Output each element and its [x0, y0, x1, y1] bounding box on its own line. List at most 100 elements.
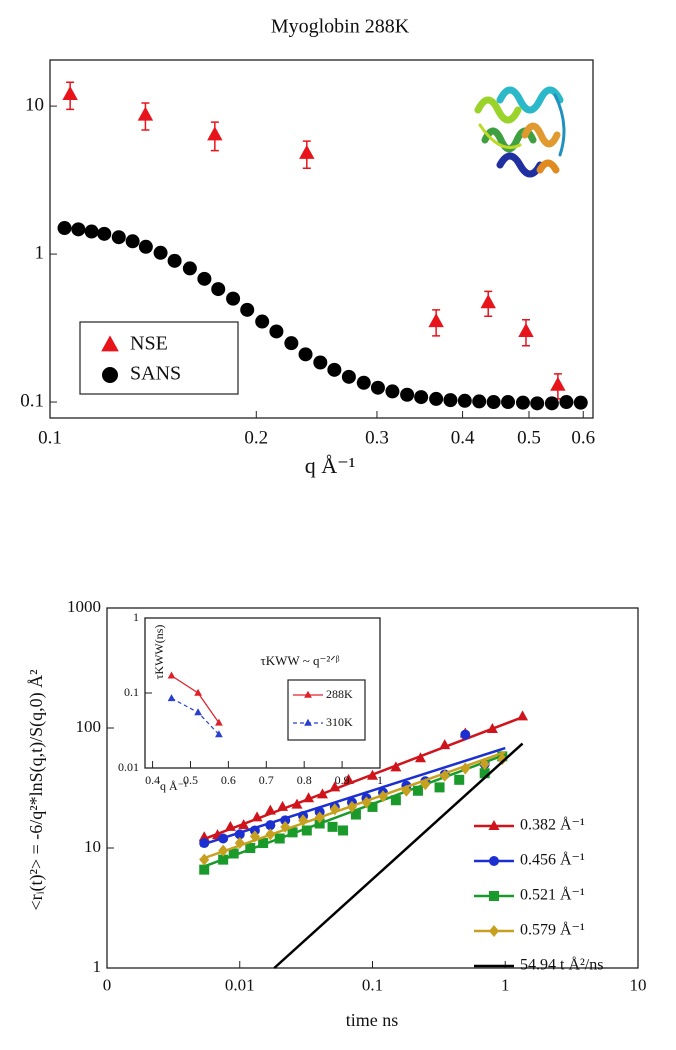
protein-structure [474, 86, 566, 178]
marker [327, 362, 342, 377]
marker [138, 239, 153, 254]
marker [443, 393, 458, 408]
legend-label: 0.456 Å⁻¹ [520, 851, 585, 869]
x-tick-label: 0.8 [297, 773, 312, 787]
y-tick-label: 1000 [67, 597, 101, 616]
marker [429, 391, 444, 406]
marker [234, 829, 245, 840]
x-tick-label: 0.1 [362, 976, 383, 995]
legend-label: 54.94 t Å²/ns [520, 956, 603, 974]
marker [255, 314, 270, 329]
y-tick-label: 1 [133, 610, 139, 624]
marker [454, 774, 465, 785]
x-axis-label: q Å⁻¹ [160, 779, 188, 793]
marker [240, 302, 255, 317]
marker [350, 809, 361, 820]
marker [401, 784, 412, 797]
marker [559, 395, 574, 410]
marker [226, 291, 241, 306]
marker [439, 769, 450, 782]
marker [343, 773, 355, 784]
marker [218, 844, 229, 857]
marker [415, 752, 427, 763]
marker [280, 820, 291, 833]
y-axis-label: τKWW(ns) [152, 625, 166, 680]
marker [367, 769, 378, 780]
marker [245, 843, 256, 853]
marker [291, 798, 303, 809]
marker [57, 221, 72, 236]
marker [515, 395, 530, 410]
marker [137, 106, 154, 121]
marker [167, 253, 182, 268]
marker [434, 782, 445, 793]
marker [97, 226, 112, 241]
marker [457, 393, 472, 408]
y-axis-label: <rᵢ(t)²> = -6/q²*lnS(q,t)/S(q,0) Å² [26, 669, 47, 910]
marker [400, 387, 415, 402]
marker [338, 825, 349, 836]
marker [329, 803, 340, 816]
legend-label: 0.382 Å⁻¹ [520, 816, 585, 834]
legend-label: 0.579 Å⁻¹ [520, 921, 585, 939]
marker [167, 671, 176, 679]
y-tick-label: 10 [25, 94, 44, 115]
marker [215, 730, 223, 738]
marker [341, 369, 356, 384]
marker [385, 384, 400, 399]
legend-marker [489, 891, 499, 901]
marker [298, 347, 313, 362]
marker [501, 395, 516, 410]
legend-marker [304, 690, 312, 698]
marker [277, 800, 289, 811]
marker [361, 796, 372, 809]
marker [573, 395, 588, 410]
marker [479, 758, 490, 771]
marker [378, 790, 389, 803]
marker [194, 688, 202, 696]
x-tick-label: 1 [501, 976, 510, 995]
x-tick-label: 0.5 [183, 773, 198, 787]
x-tick-label: 0.2 [244, 427, 268, 448]
x-tick-label: 0.4 [145, 773, 160, 787]
marker [390, 795, 401, 806]
x-axis-label: q Å⁻¹ [305, 453, 356, 478]
marker [264, 804, 276, 815]
marker [497, 753, 508, 766]
marker [280, 815, 291, 826]
marker [207, 126, 223, 141]
marker [356, 375, 371, 390]
x-axis-label: time ns [346, 1010, 399, 1030]
y-tick-label: 1 [35, 242, 45, 263]
y-tick-label: 1 [93, 957, 102, 976]
marker [346, 800, 357, 813]
legend-box [287, 679, 366, 741]
marker [544, 396, 559, 411]
marker [479, 768, 490, 779]
legend-box [79, 321, 239, 395]
marker [390, 761, 402, 772]
x-tick-label: 0.6 [221, 773, 236, 787]
marker [198, 831, 210, 842]
marker [480, 294, 496, 309]
marker [274, 833, 285, 844]
marker [211, 282, 226, 297]
marker [460, 729, 471, 740]
marker [215, 718, 223, 726]
marker [218, 854, 229, 865]
marker [258, 838, 269, 849]
legend-label: 310K [326, 715, 353, 729]
marker [316, 788, 328, 799]
marker [62, 86, 78, 101]
marker [301, 825, 312, 836]
marker [517, 710, 529, 721]
marker [530, 396, 545, 411]
marker [327, 821, 338, 832]
y-tick-label: 0.1 [20, 390, 44, 411]
legend-label: 288K [326, 687, 353, 701]
marker [199, 853, 210, 866]
x-tick-label: 0.1 [38, 427, 62, 448]
marker [194, 708, 202, 716]
marker [472, 394, 487, 409]
marker [314, 818, 325, 829]
